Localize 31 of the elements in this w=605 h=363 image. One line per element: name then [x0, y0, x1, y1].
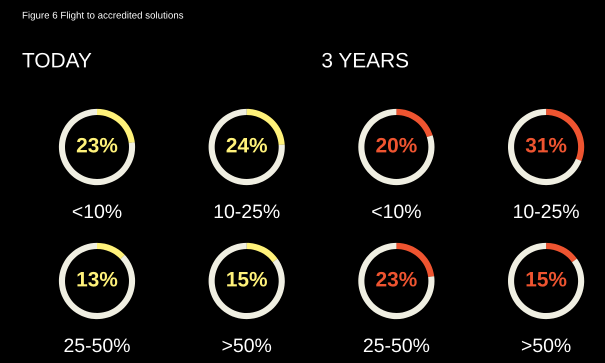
donut-slice — [358, 108, 434, 186]
donut-slice — [58, 242, 136, 320]
text: 25-50% — [364, 338, 430, 352]
donut-slice — [396, 108, 433, 138]
text: <10% — [372, 204, 421, 218]
donut-slice — [546, 242, 577, 262]
data-label: 20% — [376, 138, 417, 153]
text: 10-25% — [514, 204, 579, 218]
data-label: 23% — [76, 138, 118, 153]
donut-slice — [97, 242, 125, 260]
data-label: 13% — [77, 272, 118, 287]
donut-slice — [246, 242, 278, 262]
donut-slice — [508, 108, 582, 186]
text: >50% — [522, 338, 571, 352]
data-label: 15% — [526, 272, 566, 287]
donut-slice — [58, 108, 136, 186]
donut-slice — [208, 108, 285, 186]
chart-subtitle: TODAY — [22, 52, 92, 68]
donut-slice — [208, 242, 285, 320]
data-label: 24% — [226, 138, 267, 153]
data-label: 23% — [376, 272, 417, 287]
text: 10-25% — [214, 204, 280, 218]
text: <10% — [72, 204, 122, 218]
donut-slice — [508, 242, 584, 320]
data-label: 31% — [526, 138, 566, 153]
chart-subtitle: 3 YEARS — [322, 52, 408, 68]
text: >50% — [222, 338, 272, 352]
data-label: 15% — [227, 272, 267, 287]
chart-title: Figure 6 Flight to accredited solutions — [22, 11, 184, 21]
donut-slice — [358, 242, 434, 320]
text: 25-50% — [64, 338, 130, 352]
